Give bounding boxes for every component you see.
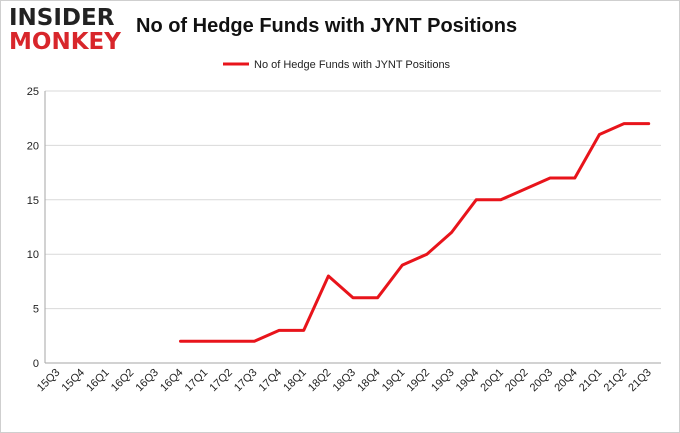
x-tick-label: 16Q3 <box>133 367 161 395</box>
series-group <box>179 122 651 343</box>
data-point <box>598 133 601 136</box>
x-tick-label: 17Q4 <box>257 367 285 395</box>
y-tick-label: 0 <box>33 358 39 370</box>
data-point <box>277 329 281 332</box>
data-point <box>622 122 626 125</box>
y-tick-label: 25 <box>27 86 39 98</box>
x-tick-label: 19Q3 <box>429 367 457 395</box>
x-tick-label: 21Q2 <box>602 367 630 395</box>
x-tick-label: 18Q1 <box>281 367 309 395</box>
data-point <box>573 176 576 180</box>
data-point <box>647 122 650 125</box>
data-point <box>327 274 330 278</box>
data-point <box>475 198 478 201</box>
x-tick-label: 17Q3 <box>232 367 260 395</box>
data-point <box>351 296 355 299</box>
x-tick-label: 15Q3 <box>35 367 63 395</box>
data-point <box>524 187 527 191</box>
x-tick-label: 20Q3 <box>528 367 556 395</box>
axes <box>44 91 661 364</box>
x-tick-label: 20Q2 <box>503 367 531 395</box>
legend: No of Hedge Funds with JYNT Positions <box>223 59 451 71</box>
data-point <box>401 263 404 267</box>
x-tick-label: 18Q3 <box>331 367 359 395</box>
series-line <box>179 122 651 343</box>
x-tick-label: 17Q2 <box>207 367 235 395</box>
y-tick-label: 10 <box>27 249 39 261</box>
x-tick-label: 20Q1 <box>478 367 506 395</box>
data-point <box>548 176 552 180</box>
data-point <box>203 340 207 343</box>
data-point <box>179 340 182 343</box>
x-tick-label: 15Q4 <box>60 367 88 395</box>
x-tick-label: 18Q2 <box>306 367 334 395</box>
y-tick-label: 5 <box>33 304 39 316</box>
x-tick-label: 21Q3 <box>626 367 654 395</box>
x-tick-label: 19Q1 <box>380 367 408 395</box>
logo-line-1: INSIDER <box>9 5 115 31</box>
legend-label: No of Hedge Funds with JYNT Positions <box>254 59 451 71</box>
x-tick-label: 16Q2 <box>109 367 137 395</box>
x-tick-label: 16Q1 <box>84 367 112 395</box>
x-tick-label: 19Q2 <box>405 367 433 395</box>
y-tick-label: 15 <box>27 195 39 207</box>
x-tick-labels: 15Q315Q416Q116Q216Q316Q417Q117Q217Q317Q4… <box>35 367 654 395</box>
y-tick-label: 20 <box>27 140 39 152</box>
data-point <box>425 253 429 256</box>
y-tick-labels: 0 5 10 15 20 25 <box>27 86 39 370</box>
data-point <box>376 296 379 299</box>
grid-lines <box>45 90 661 310</box>
chart-title: No of Hedge Funds with JYNT Positions <box>136 15 518 37</box>
x-tick-label: 21Q1 <box>577 367 605 395</box>
data-point <box>253 340 256 343</box>
data-point <box>228 340 231 343</box>
data-point <box>499 198 503 201</box>
x-tick-label: 16Q4 <box>158 367 186 395</box>
x-tick-label: 20Q4 <box>552 367 580 395</box>
logo-line-2: MONKEY <box>9 29 121 55</box>
insider-monkey-logo: INSIDER MONKEY <box>9 7 121 54</box>
data-point <box>302 329 305 332</box>
data-point <box>450 231 453 234</box>
x-tick-label: 18Q4 <box>355 367 383 395</box>
x-tick-label: 17Q1 <box>183 367 211 395</box>
x-tick-label: 19Q4 <box>454 367 482 395</box>
